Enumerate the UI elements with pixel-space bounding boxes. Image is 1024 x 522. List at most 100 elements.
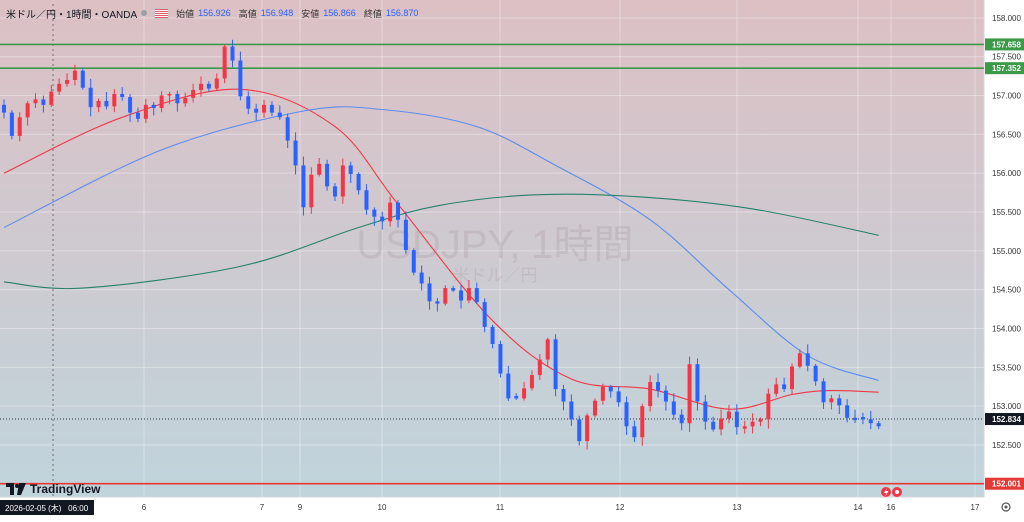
cursor-date-tag: 2026-02-05 (木) 06:00 — [0, 500, 94, 515]
candle-down — [364, 190, 369, 210]
candle-up — [648, 382, 653, 407]
candle-down — [577, 419, 582, 442]
candle-down — [514, 396, 519, 399]
candle-down — [269, 104, 274, 113]
candle-down — [624, 402, 629, 427]
candle-down — [506, 373, 511, 399]
candle-down — [238, 60, 243, 97]
candle-up — [726, 411, 731, 419]
time-tick-label: 17 — [971, 503, 980, 512]
candle-down — [41, 99, 46, 105]
candle-down — [679, 414, 684, 424]
price-axis-labels: 158.000 157.500 157.000 156.500 156.000 155.5… — [985, 14, 1024, 490]
candle-up — [17, 117, 22, 136]
candlesticks — [2, 39, 881, 450]
price-tag-red — [985, 477, 1024, 490]
candle-up — [766, 393, 771, 420]
price-tick-label: 154.500 — [992, 286, 1021, 295]
candle-down — [151, 104, 156, 108]
high-label: 高値 — [238, 8, 257, 19]
candle-up — [443, 288, 448, 304]
price-tag-label: 157.352 — [992, 64, 1021, 73]
settings-icon[interactable] — [1001, 502, 1011, 512]
candle-down — [332, 186, 337, 197]
candle-up — [309, 174, 314, 208]
candle-up — [742, 426, 747, 429]
candle-up — [33, 99, 38, 104]
candle-down — [80, 70, 85, 88]
candle-up — [96, 100, 101, 108]
candle-up — [585, 415, 590, 442]
time-tick-label: 12 — [616, 503, 625, 512]
candle-up — [143, 104, 148, 119]
candle-down — [88, 87, 93, 108]
price-tick-label: 157.000 — [992, 92, 1021, 101]
candle-down — [372, 209, 377, 217]
time-tick-label: 9 — [298, 503, 303, 512]
candle-up — [112, 93, 117, 107]
candle-down — [230, 46, 235, 61]
candle-down — [277, 112, 282, 118]
time-tick-label: 13 — [733, 503, 742, 512]
moving-averages — [3, 88, 879, 410]
low-value: 156.866 — [323, 8, 356, 18]
candle-up — [600, 386, 605, 401]
candle-down — [206, 83, 211, 89]
price-tick-label: 152.500 — [992, 441, 1021, 450]
candle-down — [9, 112, 14, 136]
candle-up — [25, 103, 30, 118]
candle-down — [380, 216, 385, 222]
tradingview-logo-icon — [6, 483, 26, 495]
candle-down — [553, 339, 558, 390]
candle-down — [837, 398, 842, 406]
candle-down — [845, 405, 850, 418]
candle-up — [340, 165, 345, 197]
candle-up — [797, 353, 802, 367]
candle-up — [522, 388, 527, 399]
candle-down — [868, 419, 873, 424]
close-value: 156.870 — [385, 8, 419, 18]
time-tick-label: 10 — [378, 503, 387, 512]
candle-down — [419, 272, 424, 284]
candle-down — [490, 326, 495, 345]
open-value: 156.926 — [198, 8, 231, 18]
chart-icons[interactable] — [881, 487, 902, 497]
lightning-icon-glyph — [884, 488, 889, 497]
price-tag-green — [985, 62, 1024, 75]
plot-background — [0, 0, 984, 497]
candle-down — [561, 389, 566, 402]
horizontal-lines — [0, 43, 984, 485]
candle-up — [199, 83, 203, 91]
candle-up — [214, 78, 219, 89]
candle-up — [537, 359, 542, 376]
chart-header: 米ドル／円・1時間・OANDA 始値 156.926 高値 156.948 安値 15… — [6, 5, 422, 21]
candle-up — [466, 288, 471, 301]
candle-up — [790, 366, 794, 390]
high-value: 156.948 — [260, 8, 294, 18]
candle-down — [175, 93, 180, 104]
symbol-title[interactable]: 米ドル／円・1時間・OANDA — [6, 9, 138, 21]
candle-down — [853, 417, 858, 421]
price-tick-label: 154.000 — [992, 324, 1021, 333]
candle-down — [403, 219, 408, 251]
tradingview-logo[interactable]: TradingView — [6, 482, 100, 496]
candle-down — [821, 381, 826, 403]
current-price-label: 152.834 — [992, 415, 1021, 424]
candle-down — [285, 117, 290, 141]
candle-up — [167, 93, 172, 96]
candle-down — [348, 165, 353, 174]
candle-up — [687, 364, 692, 424]
candle-down — [356, 173, 361, 191]
cursor-date-label: 2026-02-05 (木) 06:00 — [5, 503, 89, 513]
candle-up — [719, 418, 724, 430]
candle-down — [128, 97, 133, 113]
candle-down — [325, 163, 330, 187]
status-dot-icon — [141, 10, 148, 16]
candle-down — [301, 165, 306, 208]
candle-down — [616, 391, 621, 403]
candle-down — [805, 353, 810, 366]
candle-down — [813, 365, 818, 382]
time-tick-label: 6 — [142, 503, 147, 512]
